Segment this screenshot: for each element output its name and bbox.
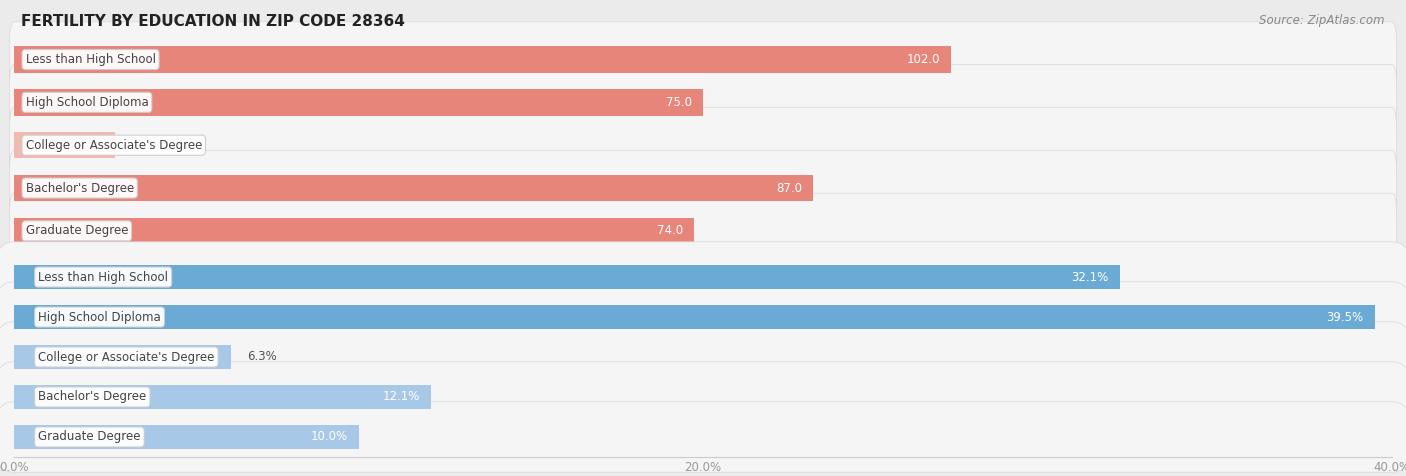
Text: Less than High School: Less than High School [38, 270, 169, 284]
Text: 39.5%: 39.5% [1327, 310, 1364, 324]
Text: 10.0%: 10.0% [311, 430, 347, 444]
Text: 74.0: 74.0 [657, 224, 683, 238]
Text: Graduate Degree: Graduate Degree [38, 430, 141, 444]
FancyBboxPatch shape [0, 322, 1406, 392]
Text: 87.0: 87.0 [776, 181, 803, 195]
Text: 12.1%: 12.1% [382, 390, 420, 404]
Text: 32.1%: 32.1% [1071, 270, 1109, 284]
FancyBboxPatch shape [10, 150, 1396, 226]
Bar [14, 89, 703, 116]
Text: College or Associate's Degree: College or Associate's Degree [25, 139, 202, 152]
Text: 102.0: 102.0 [907, 53, 941, 66]
Text: High School Diploma: High School Diploma [38, 310, 160, 324]
Bar [14, 46, 950, 73]
FancyBboxPatch shape [10, 193, 1396, 268]
Text: Source: ZipAtlas.com: Source: ZipAtlas.com [1260, 14, 1385, 27]
Bar [14, 305, 1375, 329]
Text: High School Diploma: High School Diploma [25, 96, 148, 109]
Text: Less than High School: Less than High School [25, 53, 156, 66]
Text: 6.3%: 6.3% [247, 350, 277, 364]
Bar [14, 385, 430, 409]
Text: 11.0: 11.0 [132, 139, 157, 152]
FancyBboxPatch shape [10, 108, 1396, 183]
FancyBboxPatch shape [0, 362, 1406, 432]
Text: 75.0: 75.0 [666, 96, 692, 109]
Text: Graduate Degree: Graduate Degree [25, 224, 128, 238]
Bar [14, 345, 231, 369]
Text: Bachelor's Degree: Bachelor's Degree [38, 390, 146, 404]
Text: FERTILITY BY EDUCATION IN ZIP CODE 28364: FERTILITY BY EDUCATION IN ZIP CODE 28364 [21, 14, 405, 30]
Bar [14, 425, 359, 449]
Text: College or Associate's Degree: College or Associate's Degree [38, 350, 215, 364]
FancyBboxPatch shape [0, 242, 1406, 312]
Text: Bachelor's Degree: Bachelor's Degree [25, 181, 134, 195]
Bar [14, 265, 1119, 289]
FancyBboxPatch shape [0, 282, 1406, 352]
Bar [14, 132, 115, 159]
Bar [14, 218, 693, 244]
FancyBboxPatch shape [10, 22, 1396, 97]
FancyBboxPatch shape [0, 402, 1406, 472]
Bar [14, 175, 813, 201]
FancyBboxPatch shape [10, 65, 1396, 140]
